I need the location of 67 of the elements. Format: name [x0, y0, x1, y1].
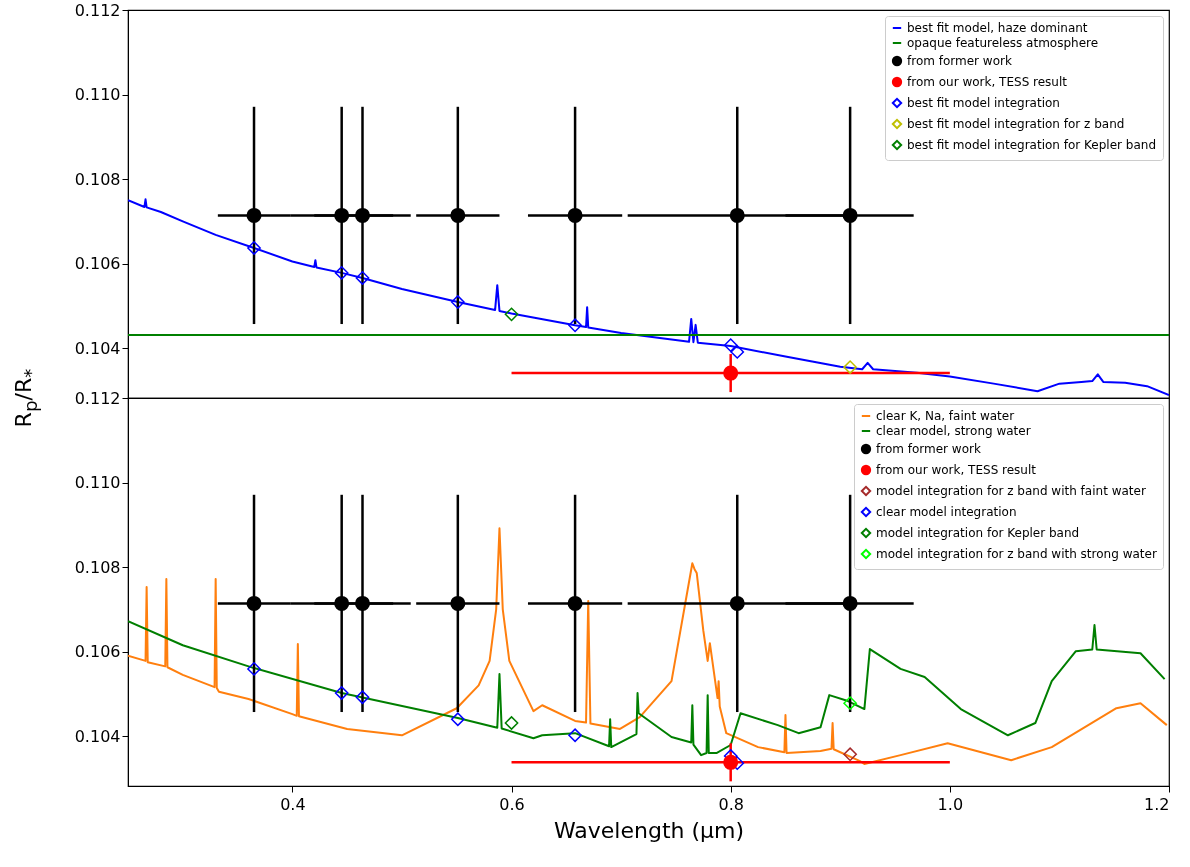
point — [246, 595, 262, 611]
legend-label: model integration for z band with strong water — [876, 547, 1157, 561]
point — [247, 662, 261, 676]
point — [504, 716, 519, 730]
y-tick-label: 0.106 — [74, 642, 121, 662]
legend-label: best fit model integration for Kepler band — [907, 138, 1157, 152]
point — [450, 595, 466, 611]
legend-label: best fit model integration — [907, 96, 1060, 110]
y-tick-label: 0.110 — [74, 473, 121, 493]
point — [843, 360, 857, 375]
point — [247, 241, 261, 255]
point — [246, 207, 262, 223]
point — [334, 686, 349, 700]
y-tick-label: 0.106 — [74, 254, 121, 274]
point — [842, 207, 858, 223]
point — [723, 754, 739, 770]
line-series — [128, 527, 1168, 766]
legend-label: clear K, Na, faint water — [876, 409, 1015, 423]
legend-label: from our work, TESS result — [876, 463, 1037, 477]
point — [842, 595, 858, 611]
legend-label: from our work, TESS result — [907, 75, 1068, 89]
point — [355, 271, 370, 285]
point — [729, 595, 745, 611]
legend-label: clear model, strong water — [876, 424, 1031, 438]
point — [354, 207, 371, 223]
line-series — [128, 620, 1166, 757]
y-tick-label: 0.112 — [74, 0, 121, 20]
point — [334, 207, 350, 223]
x-axis-title: Wavelength (μm) — [553, 817, 745, 843]
x-tick-label: 0.6 — [499, 794, 525, 814]
point — [334, 595, 350, 611]
point — [843, 747, 857, 762]
point — [843, 696, 857, 711]
legend-label: clear model integration — [876, 505, 1017, 519]
point — [567, 595, 583, 611]
y-tick-label: 0.108 — [74, 557, 121, 577]
x-tick-label: 1.2 — [1144, 794, 1170, 814]
legend-label: best fit model, haze dominant — [907, 21, 1088, 35]
point — [334, 266, 349, 280]
legend-label: model integration for Kepler band — [876, 526, 1080, 540]
y-tick-label: 0.112 — [74, 388, 121, 408]
legend-label: from former work — [907, 54, 1012, 68]
point — [450, 295, 465, 309]
point — [567, 207, 583, 223]
point — [730, 345, 745, 359]
point — [450, 207, 466, 223]
point — [504, 307, 519, 322]
point — [729, 207, 745, 223]
point — [568, 318, 582, 333]
point — [355, 690, 370, 705]
line-series — [128, 198, 1169, 397]
point — [723, 338, 738, 353]
point — [568, 728, 582, 743]
x-tick-label: 0.4 — [280, 794, 306, 814]
y-tick-label: 0.104 — [74, 338, 121, 358]
y-tick-label: 0.108 — [74, 169, 121, 189]
x-tick-label: 0.8 — [718, 794, 744, 814]
point — [354, 595, 371, 611]
point — [723, 365, 739, 381]
legend-label: opaque featureless atmosphere — [907, 36, 1099, 50]
y-tick-label: 0.110 — [74, 85, 121, 105]
y-tick-label: 0.104 — [74, 726, 121, 746]
legend-label: best fit model integration for z band — [907, 117, 1125, 131]
legend-label: model integration for z band with faint water — [876, 484, 1146, 498]
x-tick-label: 1.0 — [937, 794, 964, 814]
point — [450, 712, 465, 727]
legend-label: from former work — [876, 442, 981, 456]
